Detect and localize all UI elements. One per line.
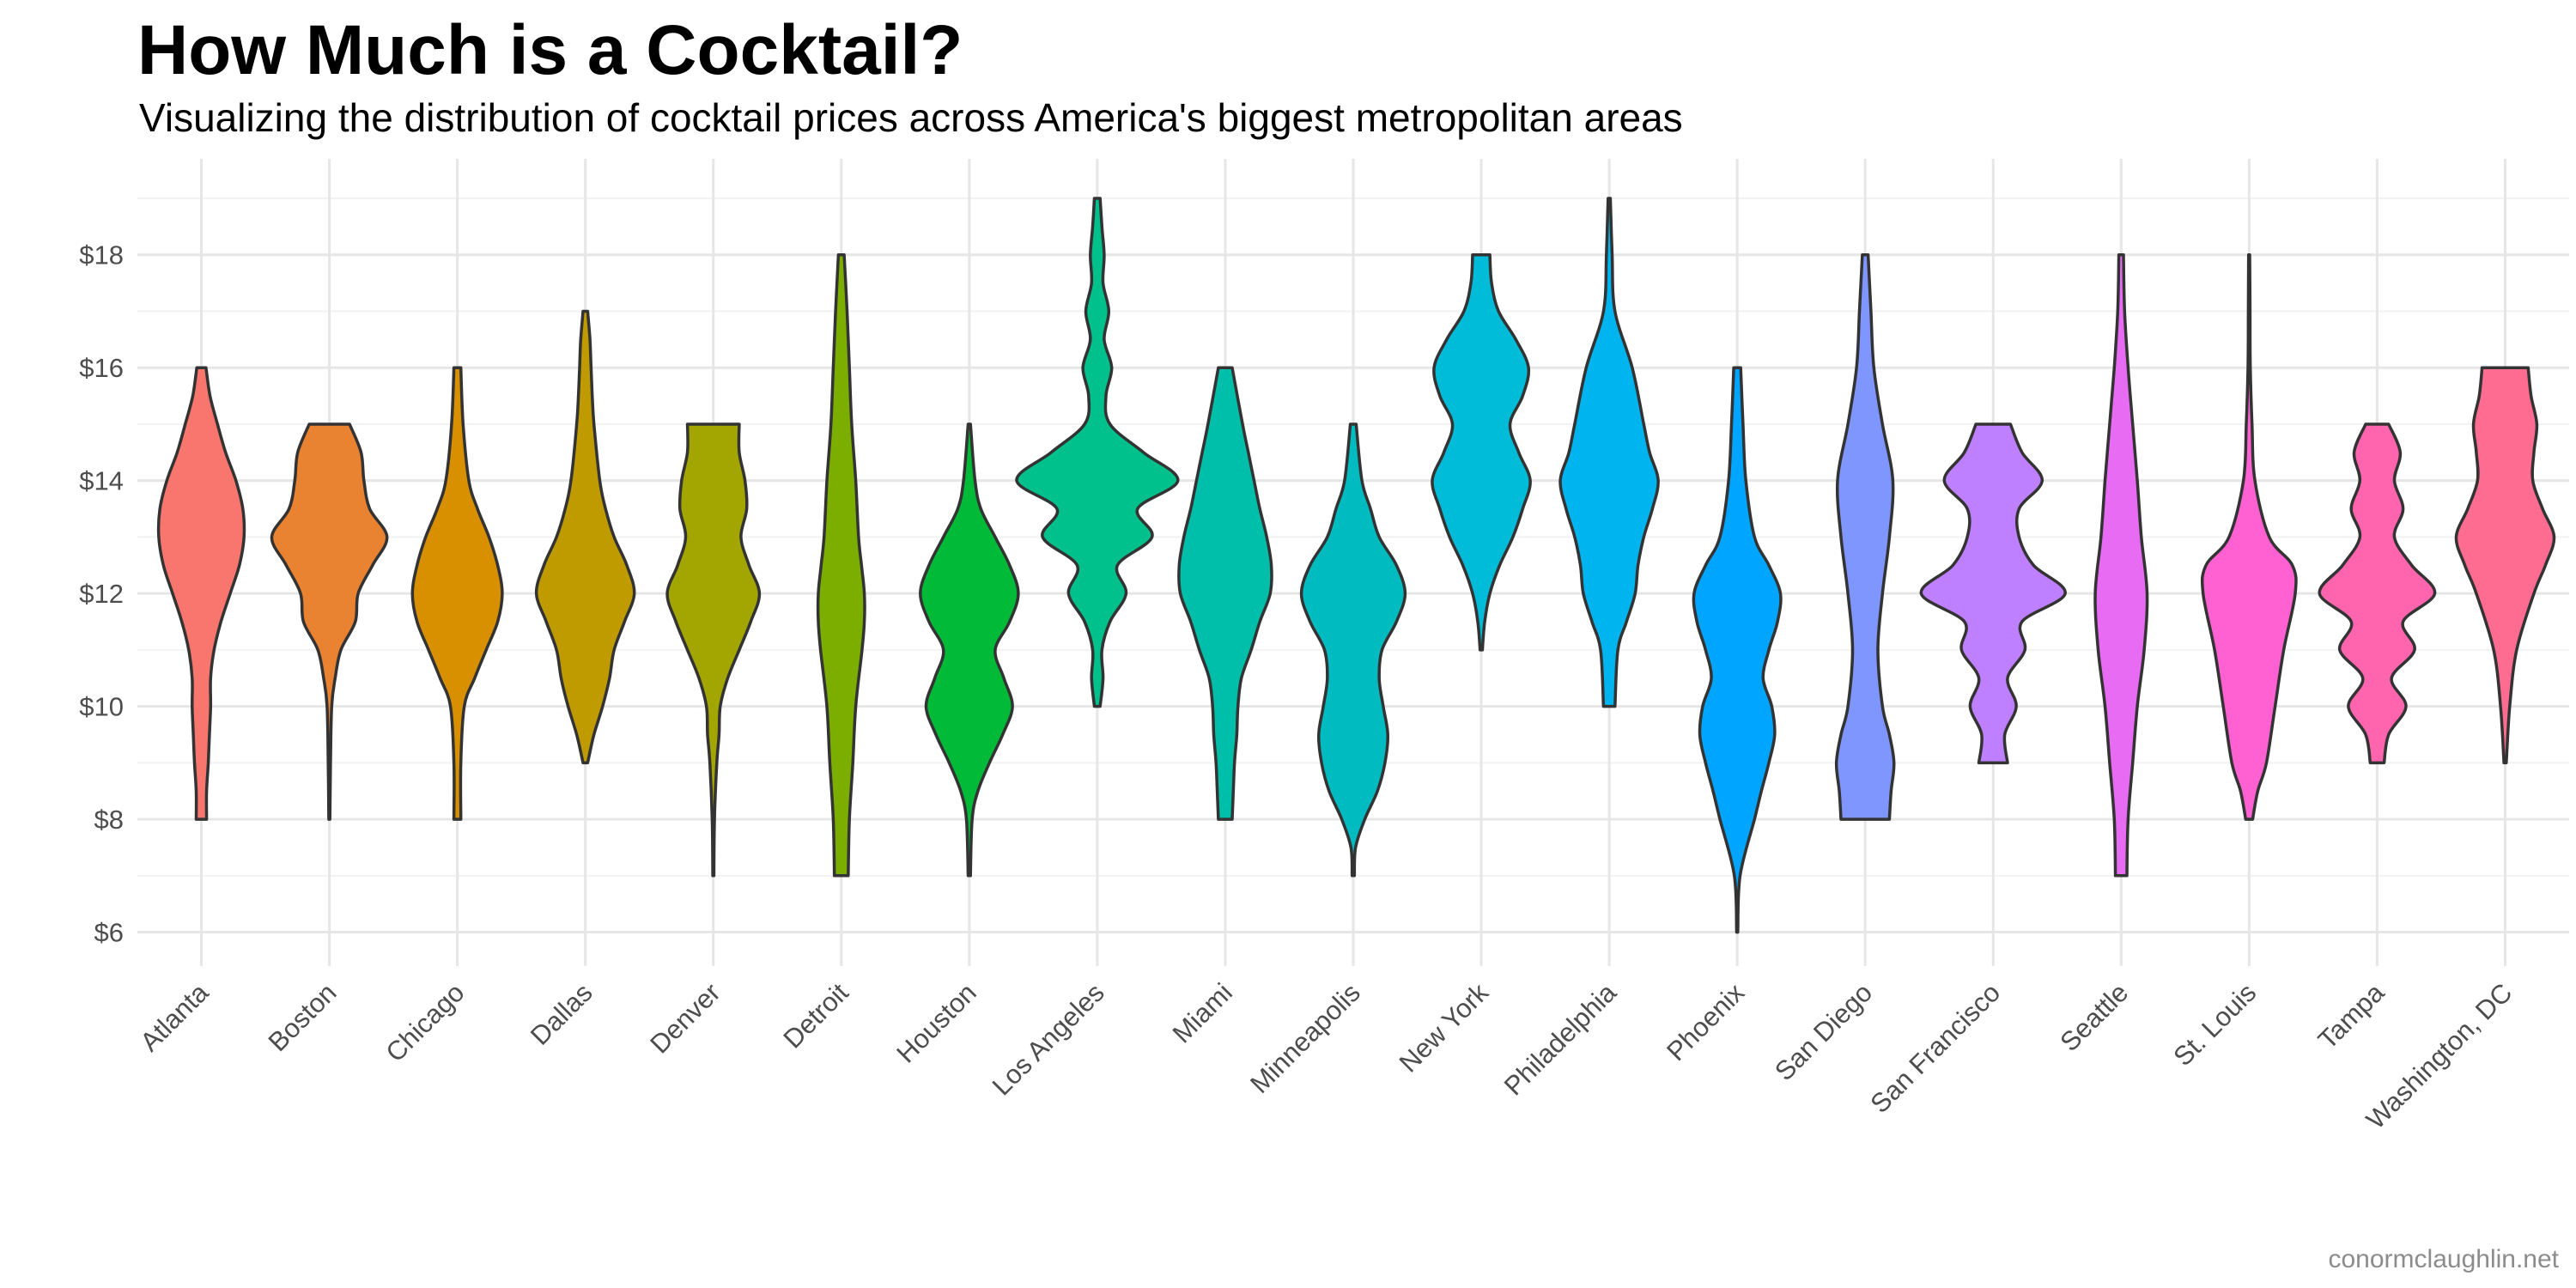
x-axis-ticks: Atlanta Boston Chicago Dallas Denver Detroit H… — [134, 977, 2518, 1135]
violin-san-francisco — [1919, 422, 2067, 765]
y-tick-label: $12 — [79, 579, 124, 609]
x-tick-label: Chicago — [380, 977, 470, 1067]
x-tick-label: Denver — [644, 977, 726, 1059]
violin-phoenix — [1692, 366, 1783, 934]
x-tick-label: Miami — [1167, 977, 1238, 1048]
x-tick-label: Los Angeles — [987, 977, 1110, 1101]
violin-chicago — [410, 366, 504, 821]
x-tick-label: Atlanta — [134, 977, 215, 1058]
violin-miami — [1177, 366, 1273, 821]
violin-boston — [270, 422, 389, 821]
x-tick-label: Tampa — [2312, 977, 2391, 1055]
chart-subtitle: Visualizing the distribution of cocktail… — [139, 95, 1683, 140]
violin-minneapolis — [1299, 422, 1407, 878]
x-tick-label: Boston — [263, 977, 343, 1057]
violin-san-diego — [1834, 252, 1896, 821]
y-tick-label: $16 — [79, 353, 124, 383]
violin-denver — [665, 422, 762, 878]
y-tick-label: $10 — [79, 692, 124, 722]
x-tick-label: Minneapolis — [1244, 977, 1366, 1099]
y-tick-label: $14 — [79, 466, 124, 496]
violin-detroit — [816, 252, 866, 878]
y-axis-ticks: $6 $8 $10 $12 $14 $16 $18 — [79, 240, 124, 948]
y-tick-label: $6 — [94, 918, 124, 948]
violins — [156, 197, 2556, 934]
violin-houston — [919, 422, 1020, 878]
x-tick-label: Phoenix — [1661, 977, 1750, 1066]
violin-dallas — [534, 309, 636, 765]
y-tick-label: $18 — [79, 240, 124, 270]
violin-new-york — [1431, 252, 1532, 652]
x-tick-label: Houston — [890, 977, 981, 1068]
x-tick-label: New York — [1394, 977, 1495, 1078]
x-tick-label: Detroit — [777, 977, 854, 1054]
x-tick-label: San Diego — [1769, 977, 1878, 1086]
violin-atlanta — [156, 366, 246, 821]
chart-title: How Much is a Cocktail? — [137, 11, 963, 89]
violin-st-louis — [2200, 252, 2298, 821]
violin-tampa — [2318, 422, 2437, 765]
x-tick-label: Dallas — [525, 977, 598, 1051]
x-tick-label: Seattle — [2054, 977, 2134, 1057]
violin-los-angeles — [1015, 197, 1180, 708]
x-tick-label: Philadelphia — [1498, 977, 1623, 1102]
violin-seattle — [2093, 252, 2149, 878]
violin-philadelphia — [1558, 197, 1660, 708]
y-tick-label: $8 — [94, 805, 124, 835]
violin-washington-dc — [2454, 366, 2556, 765]
caption: conormclaughlin.net — [2328, 1245, 2560, 1273]
x-tick-label: San Francisco — [1864, 977, 2006, 1119]
x-tick-label: St. Louis — [2167, 977, 2262, 1072]
